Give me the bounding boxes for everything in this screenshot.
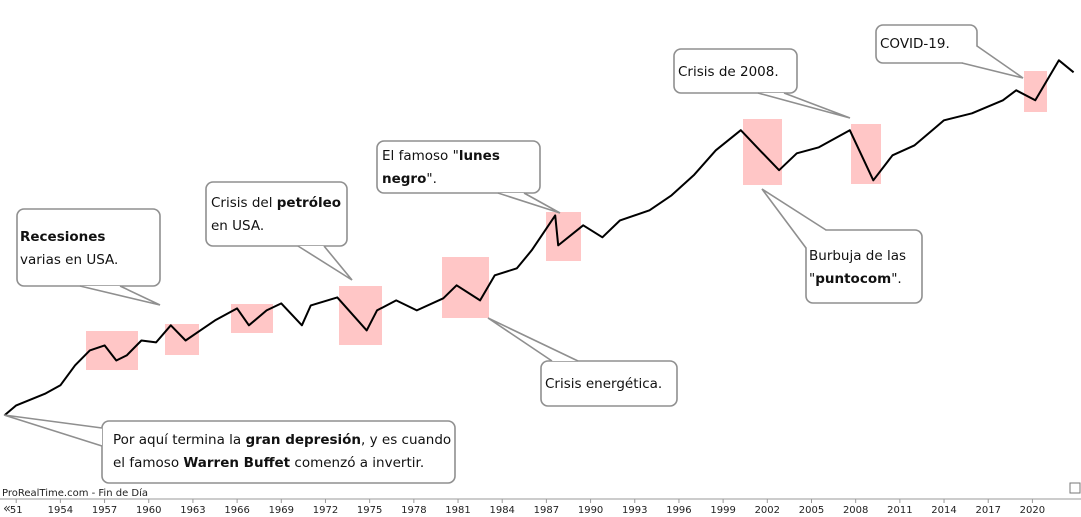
highlight [86, 331, 138, 370]
callout-text-bold: lunes [459, 148, 500, 164]
callout-text-run: Crisis del [211, 195, 277, 211]
x-tick-label: 2017 [975, 505, 1000, 516]
callout-text: Crisis del petróleo [211, 195, 341, 211]
callout-text-run: " [809, 271, 815, 287]
callout-tail [497, 192, 561, 214]
callout-text-run: ". [891, 271, 902, 287]
x-tick-label: 2014 [931, 505, 956, 516]
chart-icon[interactable] [1069, 482, 1081, 494]
callout-text: Crisis de 2008. [678, 64, 779, 80]
callout-text-bold: gran depresión [245, 432, 361, 448]
callout-tail [757, 92, 851, 119]
x-tick-label: 1987 [534, 505, 559, 516]
callout-box [205, 181, 348, 247]
x-tick-label: 1972 [313, 505, 338, 516]
callout-text: El famoso "lunes [382, 148, 500, 164]
highlight [546, 212, 581, 261]
x-tick-label: 1984 [489, 505, 514, 516]
x-tick-label: 2008 [843, 505, 868, 516]
x-tick-label: 2005 [799, 505, 824, 516]
x-tick-label: 1978 [401, 505, 426, 516]
callout-tail-fill [762, 189, 826, 248]
callout-text-run: Crisis energética. [545, 376, 662, 392]
callout-text-bold: puntocom [815, 271, 891, 287]
callout-text-bold: Warren Buffet [183, 455, 290, 471]
source-label: ProRealTime.com - Fin de Día [2, 487, 148, 499]
callout-text-run: el famoso [113, 455, 183, 471]
callout-tail [3, 414, 103, 447]
callout: Crisis del petróleo en USA. [205, 181, 353, 281]
callout-tail [79, 285, 161, 306]
callout-text: Burbuja de las [809, 248, 906, 264]
callout-tail [487, 317, 579, 362]
callout-box [875, 24, 978, 64]
callout: Burbuja de las "puntocom". [761, 188, 923, 304]
highlight [1024, 71, 1047, 112]
callout: Crisis energética. [487, 317, 678, 407]
callout-text-run: ". [426, 171, 437, 187]
callout-box [540, 360, 678, 407]
callout-tail [961, 45, 1024, 79]
callout-text-run: comenzó a invertir. [290, 455, 424, 471]
x-tick-label: 1999 [710, 505, 735, 516]
callout-text: negro". [382, 171, 437, 187]
scroll-back-button[interactable]: « [3, 502, 11, 517]
callout: El famoso "lunes negro". [376, 140, 561, 214]
x-tick-label: 2011 [887, 505, 912, 516]
highlight [851, 124, 881, 184]
callout: Crisis de 2008. [673, 48, 851, 119]
callout-text-run: Burbuja de las [809, 248, 906, 264]
x-tick-label: 2002 [755, 505, 780, 516]
x-tick-label: 1990 [578, 505, 603, 516]
callout-text-bold: petróleo [277, 195, 341, 211]
highlight [339, 286, 382, 345]
callout-text: Crisis energética. [545, 376, 662, 392]
highlight [442, 257, 489, 318]
price-line [3, 59, 1075, 417]
callout-text: varias en USA. [20, 252, 118, 268]
x-tick-label: 2020 [1020, 505, 1045, 516]
callout-box [101, 420, 456, 484]
x-tick-label: 1966 [224, 505, 249, 516]
x-tick-label: 1975 [357, 505, 382, 516]
callout-text-run: varias en USA. [20, 252, 118, 268]
callout-text-run: Por aquí termina la [113, 432, 245, 448]
x-tick-label: 1954 [48, 505, 73, 516]
callout-box [376, 140, 541, 194]
x-tick-label: 1996 [666, 505, 691, 516]
callout-text-run: Crisis de 2008. [678, 64, 779, 80]
callout-tail [297, 245, 353, 281]
x-tick-label: 1957 [92, 505, 117, 516]
x-tick-label: 1963 [180, 505, 205, 516]
callout-text: COVID-19. [880, 36, 950, 52]
callout-box [673, 48, 798, 94]
x-tick-label: 51 [10, 505, 23, 516]
callout-text-run: en USA. [211, 218, 264, 234]
callout-box [805, 229, 923, 304]
x-tick-label: 1993 [622, 505, 647, 516]
highlight [165, 324, 199, 355]
callout-text-bold: negro [382, 171, 426, 187]
recession-highlights [86, 71, 1047, 370]
callout-text: Recesiones [20, 229, 105, 245]
callout-text: el famoso Warren Buffet comenzó a invert… [113, 455, 424, 471]
callout-text: Por aquí termina la gran depresión, y es… [113, 432, 451, 448]
x-tick-label: 1981 [445, 505, 470, 516]
callout: Por aquí termina la gran depresión, y es… [3, 414, 456, 484]
callout-text-bold: Recesiones [20, 229, 105, 245]
callout-text-run: El famoso " [382, 148, 459, 164]
callout-box [16, 208, 161, 287]
callout: COVID-19. [875, 24, 1024, 79]
callout-text-run: , y es cuando [361, 432, 451, 448]
callout: Recesiones varias en USA. [16, 208, 161, 306]
x-tick-label: 1960 [136, 505, 161, 516]
x-tick-label: 1969 [269, 505, 294, 516]
callout-text-run: COVID-19. [880, 36, 950, 52]
callout-text: en USA. [211, 218, 264, 234]
callout-tail [761, 188, 827, 249]
callout-tail-fill [962, 46, 1023, 78]
callout-text: "puntocom". [809, 271, 902, 287]
